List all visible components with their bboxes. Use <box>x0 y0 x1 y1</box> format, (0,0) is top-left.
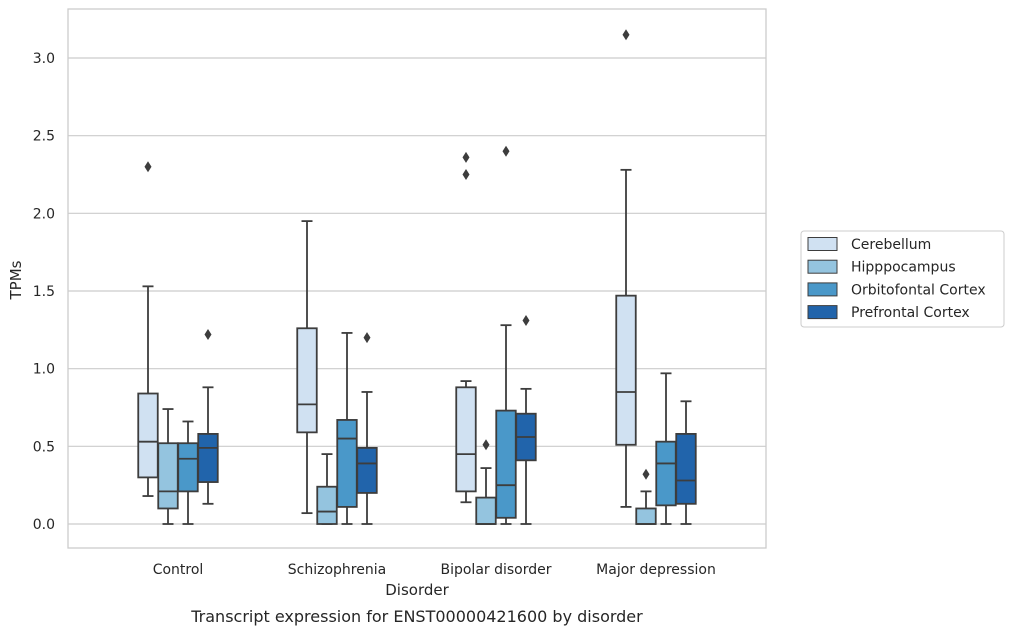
legend-swatch <box>807 259 838 274</box>
box <box>475 496 497 525</box>
box <box>336 419 358 508</box>
box-group <box>296 220 318 515</box>
y-tick-label: 1.5 <box>33 284 55 300</box>
y-tick-label: 2.0 <box>33 206 55 222</box>
outlier-point <box>204 328 212 340</box>
box-group <box>495 145 517 525</box>
y-tick-label: 2.5 <box>33 129 55 145</box>
box <box>177 442 199 493</box>
legend-swatch <box>807 237 838 251</box>
box <box>495 409 517 519</box>
box-group <box>655 372 677 525</box>
box-group <box>177 420 199 525</box>
box <box>137 392 159 479</box>
box-group <box>455 151 477 504</box>
box-group <box>675 400 697 525</box>
legend-label: Cerebellum <box>851 237 931 253</box>
y-axis-ticks: 0.0 0.5 1.0 1.5 2.0 2.5 3.0 <box>33 51 55 533</box>
box <box>157 442 179 510</box>
legend-swatch <box>807 282 838 297</box>
outlier-point <box>144 161 152 173</box>
x-tick-label: Major depression <box>596 562 716 578</box>
x-tick-label: Bipolar disorder <box>440 562 551 578</box>
outlier-point <box>462 169 470 180</box>
box <box>455 386 477 493</box>
legend-frame <box>800 230 1005 328</box>
box-group <box>515 315 537 525</box>
box-group <box>356 332 378 525</box>
legend: Cerebellum Hipppocampus Orbitofontal Corte… <box>800 230 1005 328</box>
outlier-point <box>522 315 530 327</box>
box <box>197 433 219 483</box>
box-group <box>635 468 657 525</box>
legend-label: Hipppocampus <box>851 260 956 276</box>
box <box>675 433 697 505</box>
box-group <box>157 408 179 525</box>
y-axis-title: TPMs <box>7 260 25 300</box>
box-group <box>316 453 338 525</box>
y-tick-label: 0.5 <box>33 439 55 455</box>
legend-label: Prefrontal Cortex <box>851 305 970 321</box>
box <box>635 507 657 525</box>
box <box>615 294 637 446</box>
plot-frame <box>67 8 767 549</box>
x-axis-title: Disorder <box>385 581 449 599</box>
chart-caption: Transcript expression for ENST0000042160… <box>190 607 643 626</box>
x-axis-ticks: Control Schizophrenia Bipolar disorder Majo… <box>153 562 716 578</box>
outlier-point <box>622 29 630 41</box>
box-series <box>137 29 697 525</box>
outlier-point <box>502 145 510 157</box>
x-tick-label: Schizophrenia <box>288 562 386 578</box>
box <box>296 327 318 434</box>
x-tick-label: Control <box>153 562 204 578</box>
box <box>356 446 378 494</box>
box-group <box>336 332 358 525</box>
box-group <box>197 328 219 505</box>
y-tick-label: 1.0 <box>33 362 55 378</box>
legend-label: Orbitofontal Cortex <box>851 282 986 298</box>
outlier-point <box>363 332 371 344</box>
legend-swatch <box>807 305 838 320</box>
box-group <box>137 161 159 497</box>
outlier-point <box>642 468 650 480</box>
box-group <box>475 439 497 525</box>
y-tick-label: 0.0 <box>33 517 55 533</box>
box <box>316 485 338 525</box>
box-group <box>615 29 637 508</box>
box <box>655 440 677 507</box>
outlier-point <box>482 439 490 451</box>
outlier-point <box>462 151 470 163</box>
y-tick-label: 3.0 <box>33 51 55 67</box>
